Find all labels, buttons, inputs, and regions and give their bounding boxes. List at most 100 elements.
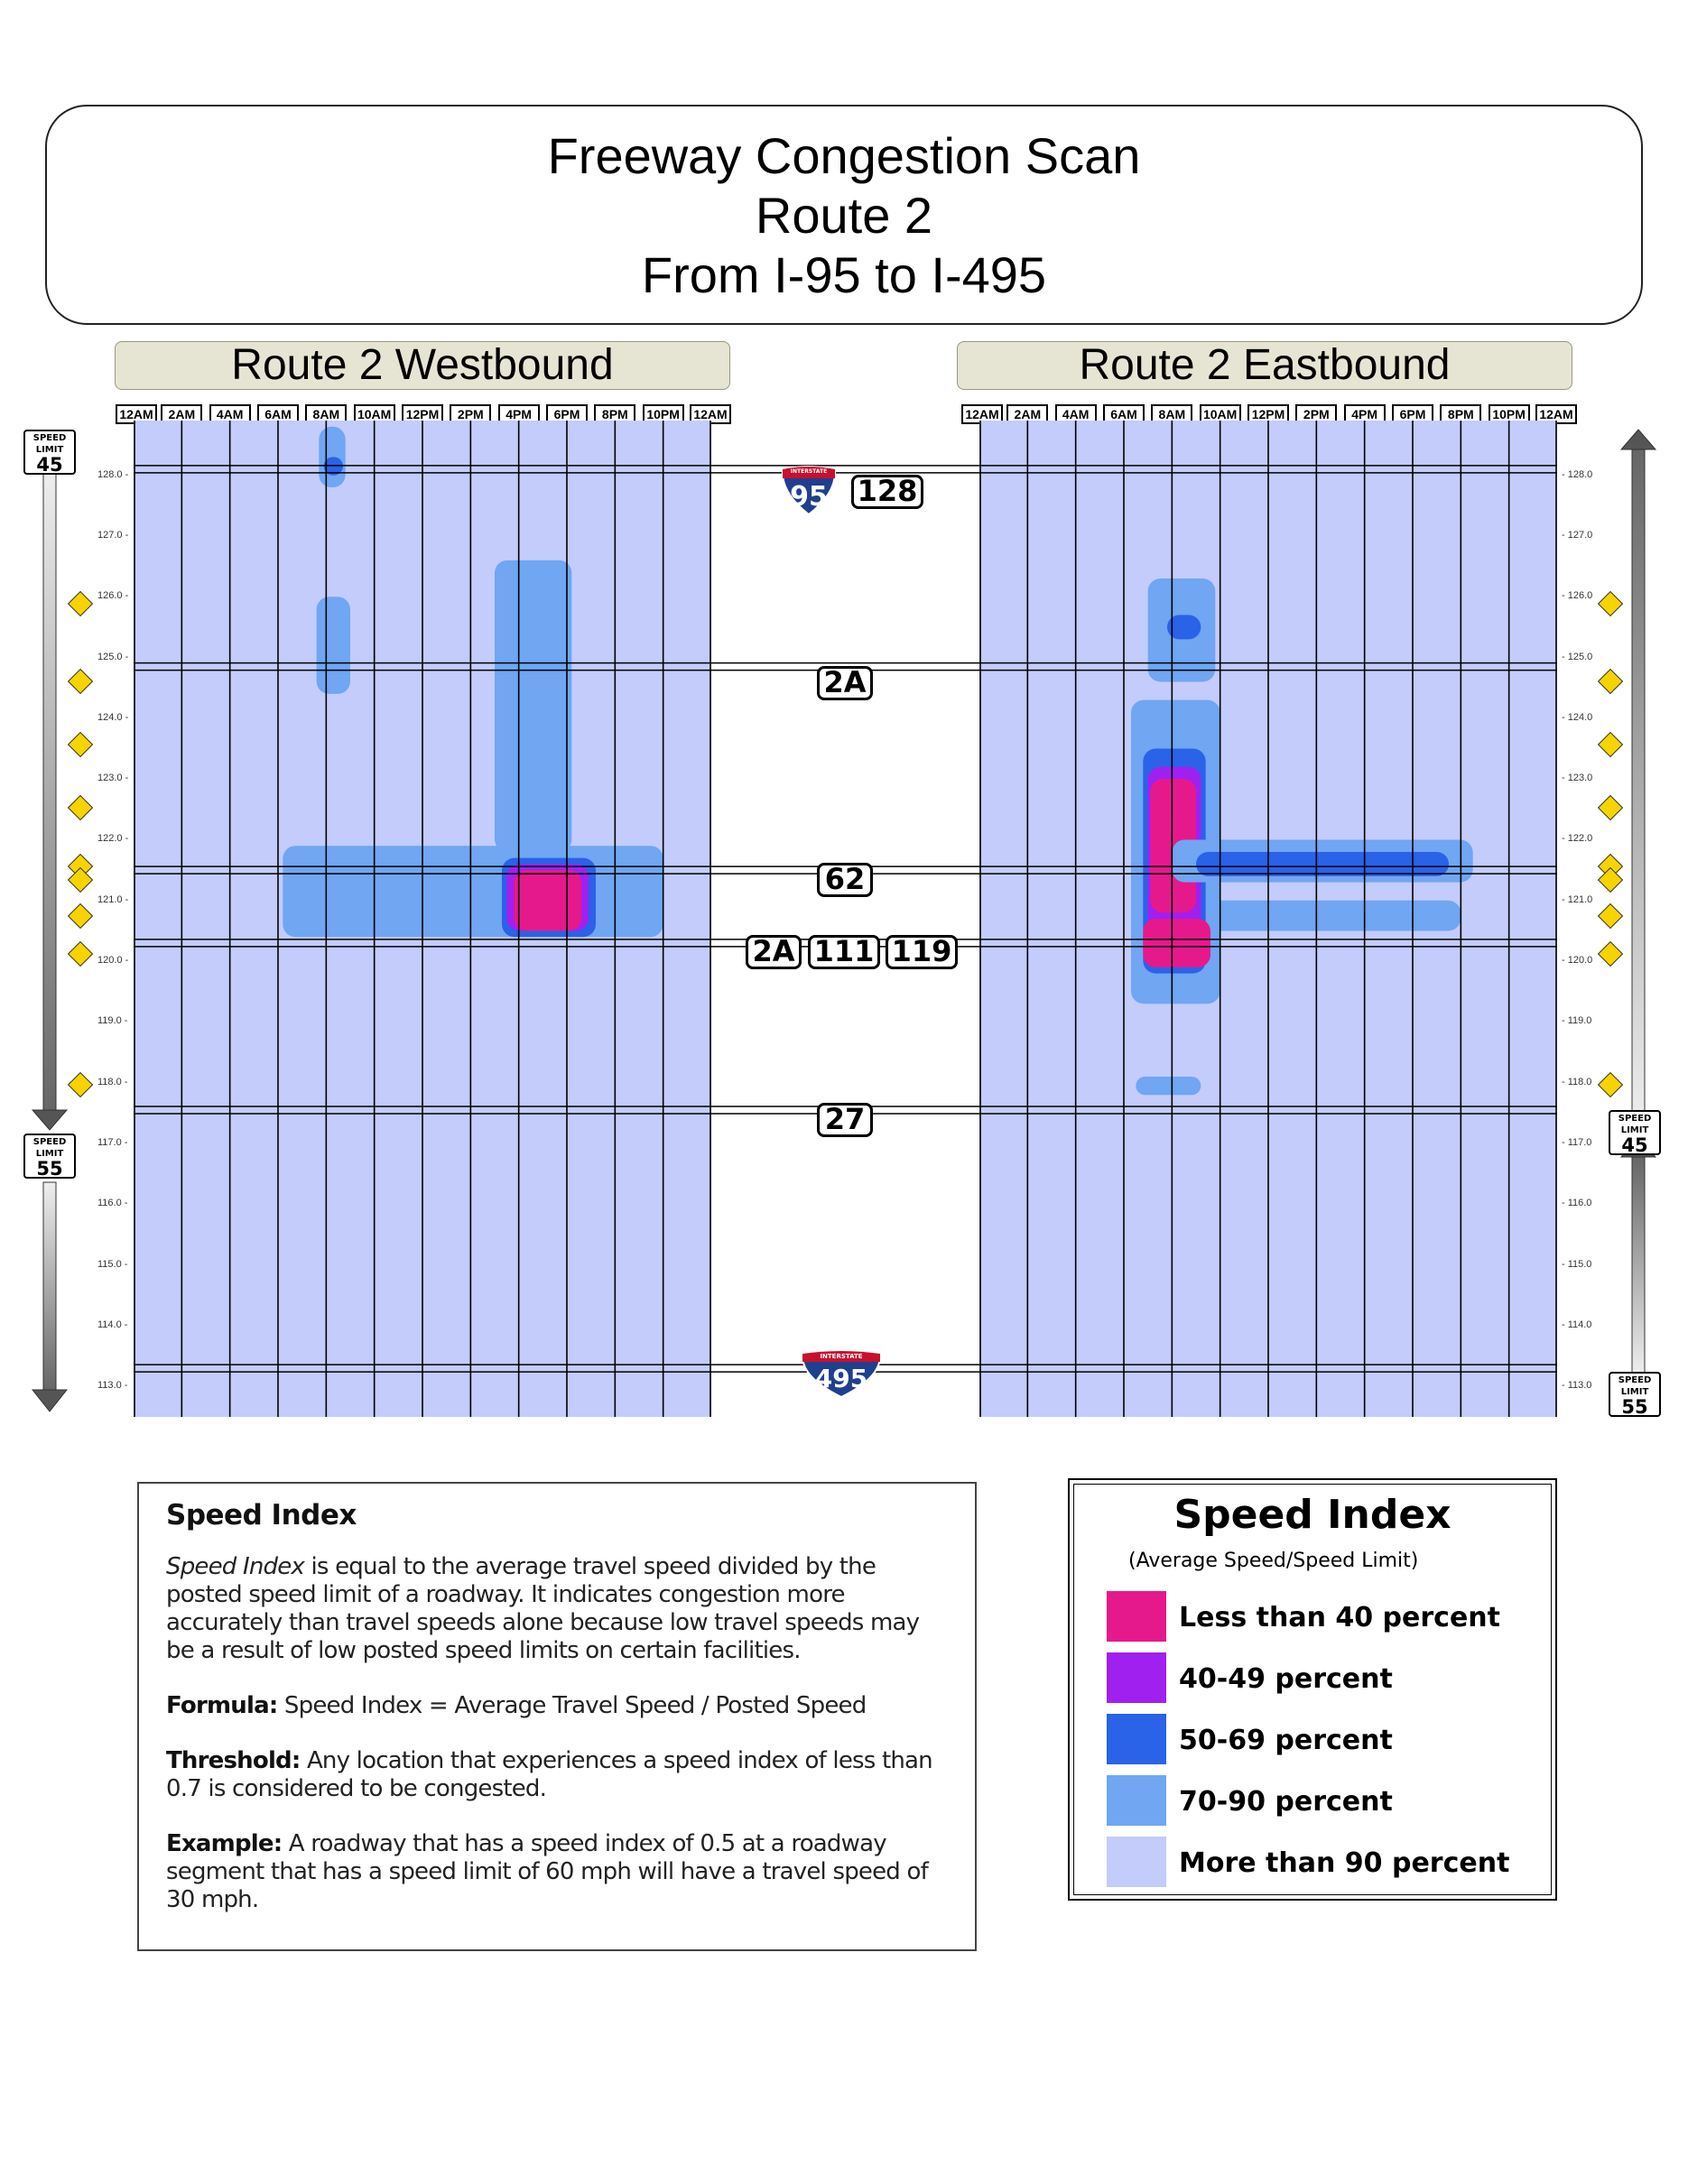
legend-swatch bbox=[1107, 1591, 1166, 1642]
speed-sign-value: 45 bbox=[36, 454, 63, 476]
legend-title: Speed Index bbox=[1173, 1492, 1451, 1538]
title-line-1: Freeway Congestion Scan bbox=[547, 127, 1141, 184]
westbound-milepost-tick-label: 119.0 - bbox=[97, 1015, 128, 1027]
i95-banner: INTERSTATE bbox=[790, 468, 828, 475]
westbound-milepost-tick-label: 128.0 - bbox=[97, 468, 129, 480]
speed-limit-sign-west-45: SPEED LIMIT 45 bbox=[23, 430, 76, 475]
westbound-milepost-tick-label: 118.0 - bbox=[97, 1076, 128, 1087]
westbound-milepost-tick-label: 121.0 - bbox=[97, 893, 129, 905]
speed-sign-value: 45 bbox=[1621, 1134, 1648, 1156]
eastbound-time-tick-label: 6PM bbox=[1392, 404, 1433, 424]
eastbound-heatmap bbox=[979, 421, 1557, 1417]
eastbound-time-tick-label: 12PM bbox=[1247, 404, 1289, 424]
i95-number: 95 bbox=[790, 481, 828, 513]
eastbound-milepost-tick-label: - 117.0 bbox=[1562, 1137, 1592, 1149]
westbound-header: Route 2 Westbound bbox=[115, 341, 730, 390]
westbound-congestion-region bbox=[514, 870, 581, 931]
info-formula: Formula: Speed Index = Average Travel Sp… bbox=[166, 1692, 948, 1720]
route-2a-top-shield: 2A bbox=[817, 666, 873, 700]
eastbound-milepost-tick-label: - 128.0 bbox=[1562, 468, 1593, 480]
speed-index-info-box: Speed Index Speed Index is equal to the … bbox=[137, 1482, 977, 1951]
westbound-milepost-tick-label: 116.0 - bbox=[97, 1198, 128, 1209]
speed-sign-value: 55 bbox=[1621, 1396, 1648, 1418]
legend-swatch bbox=[1107, 1775, 1166, 1826]
westbound-milepost-tick-label: 117.0 - bbox=[97, 1137, 128, 1149]
info-example-label: Example: bbox=[166, 1830, 283, 1857]
info-formula-label: Formula: bbox=[166, 1692, 278, 1719]
westbound-time-tick-label: 4AM bbox=[209, 404, 251, 424]
info-definition: Speed Index is equal to the average trav… bbox=[166, 1553, 948, 1665]
legend-label: 70-90 percent bbox=[1179, 1786, 1393, 1818]
legend-swatch bbox=[1107, 1714, 1166, 1764]
legend-label: 40-49 percent bbox=[1179, 1663, 1393, 1695]
info-threshold-text: Any location that experiences a speed in… bbox=[166, 1747, 933, 1802]
westbound-heatmap-svg bbox=[134, 421, 711, 1417]
westbound-milepost-tick-label: 114.0 - bbox=[97, 1319, 128, 1331]
legend-label: 50-69 percent bbox=[1179, 1725, 1393, 1756]
speed-sign-label: SPEED bbox=[1618, 1375, 1652, 1385]
eastbound-congestion-region bbox=[1208, 900, 1461, 931]
title-line-3: From I-95 to I-495 bbox=[641, 246, 1047, 303]
westbound-milepost-tick-label: 123.0 - bbox=[97, 773, 129, 784]
info-heading: Speed Index bbox=[166, 1499, 357, 1532]
speed-sign-sub: LIMIT bbox=[35, 445, 64, 455]
eastbound-time-tick-label: 2AM bbox=[1006, 404, 1049, 424]
legend-inner-frame: Speed Index (Average Speed/Speed Limit) … bbox=[1073, 1484, 1552, 1895]
eastbound-time-tick-label: 2PM bbox=[1295, 404, 1338, 424]
interchange-lines bbox=[134, 465, 1557, 1373]
route-119-shield: 119 bbox=[886, 935, 958, 969]
eastbound-milepost-tick-label: - 115.0 bbox=[1562, 1258, 1592, 1270]
legend-swatch bbox=[1107, 1652, 1166, 1703]
westbound-time-tick-label: 2AM bbox=[161, 404, 203, 424]
eastbound-milepost-tick-label: - 118.0 bbox=[1562, 1076, 1592, 1087]
westbound-congestion-region bbox=[495, 560, 572, 852]
eastbound-congestion-region bbox=[1167, 615, 1201, 640]
legend-subtitle: (Average Speed/Speed Limit) bbox=[1128, 1550, 1419, 1572]
eastbound-milepost-tick-label: - 120.0 bbox=[1562, 955, 1593, 967]
route-2a-bottom-shield: 2A bbox=[746, 935, 802, 969]
westbound-milepost-tick-label: 126.0 - bbox=[97, 590, 129, 602]
westbound-heatmap bbox=[134, 421, 711, 1417]
eastbound-congestion-region bbox=[1196, 851, 1449, 876]
i495-banner: INTERSTATE bbox=[820, 1353, 863, 1360]
eastbound-milepost-tick-label: - 122.0 bbox=[1562, 833, 1593, 845]
i95-shield: INTERSTATE 95 bbox=[779, 466, 839, 516]
speed-limit-sign-west-55: SPEED LIMIT 55 bbox=[23, 1134, 76, 1179]
speed-sign-sub: LIMIT bbox=[35, 1149, 64, 1159]
westbound-milepost-tick-label: 120.0 - bbox=[97, 955, 129, 967]
speed-limit-sign-east-55: SPEED LIMIT 55 bbox=[1609, 1372, 1661, 1417]
westbound-time-tick-label: 12AM bbox=[690, 404, 731, 424]
eastbound-congestion-region bbox=[1136, 1077, 1201, 1096]
i495-shield: INTERSTATE 495 bbox=[797, 1350, 886, 1399]
eastbound-milepost-tick-label: - 124.0 bbox=[1562, 711, 1593, 723]
i495-number: 495 bbox=[814, 1364, 868, 1393]
eastbound-direction-arrows bbox=[1619, 429, 1657, 1374]
route-111-shield: 111 bbox=[808, 935, 880, 969]
eastbound-milepost-tick-label: - 119.0 bbox=[1562, 1015, 1592, 1027]
eastbound-header: Route 2 Eastbound bbox=[957, 341, 1572, 390]
legend-label: More than 90 percent bbox=[1179, 1847, 1510, 1879]
route-62-shield: 62 bbox=[817, 863, 873, 897]
westbound-milepost-tick-label: 125.0 - bbox=[97, 651, 129, 662]
legend-label: Less than 40 percent bbox=[1179, 1602, 1501, 1633]
speed-limit-sign-east-45: SPEED LIMIT 45 bbox=[1609, 1110, 1661, 1155]
eastbound-congestion-region bbox=[1143, 919, 1210, 967]
westbound-direction-arrows bbox=[31, 469, 69, 1412]
westbound-time-tick-label: 2PM bbox=[450, 404, 492, 424]
legend-swatch bbox=[1107, 1837, 1166, 1887]
speed-sign-sub: LIMIT bbox=[1620, 1387, 1649, 1397]
speed-index-legend: Speed Index (Average Speed/Speed Limit) … bbox=[1068, 1478, 1557, 1901]
westbound-milepost-tick-label: 115.0 - bbox=[97, 1258, 128, 1270]
eastbound-milepost-tick-label: - 116.0 bbox=[1562, 1198, 1592, 1209]
info-def-term: Speed Index bbox=[166, 1553, 305, 1580]
info-threshold: Threshold: Any location that experiences… bbox=[166, 1747, 948, 1803]
eastbound-milepost-tick-label: - 126.0 bbox=[1562, 590, 1593, 602]
westbound-milepost-tick-label: 122.0 - bbox=[97, 833, 129, 845]
info-threshold-label: Threshold: bbox=[166, 1747, 301, 1774]
info-example-text: A roadway that has a speed index of 0.5 … bbox=[166, 1830, 929, 1913]
westbound-time-tick-label: 10AM bbox=[353, 404, 395, 424]
info-example: Example: A roadway that has a speed inde… bbox=[166, 1830, 948, 1914]
title-box: Freeway Congestion Scan Route 2 From I-9… bbox=[45, 105, 1643, 325]
eastbound-time-tick-label: 8PM bbox=[1440, 404, 1482, 424]
westbound-milepost-tick-label: 113.0 - bbox=[97, 1380, 128, 1392]
